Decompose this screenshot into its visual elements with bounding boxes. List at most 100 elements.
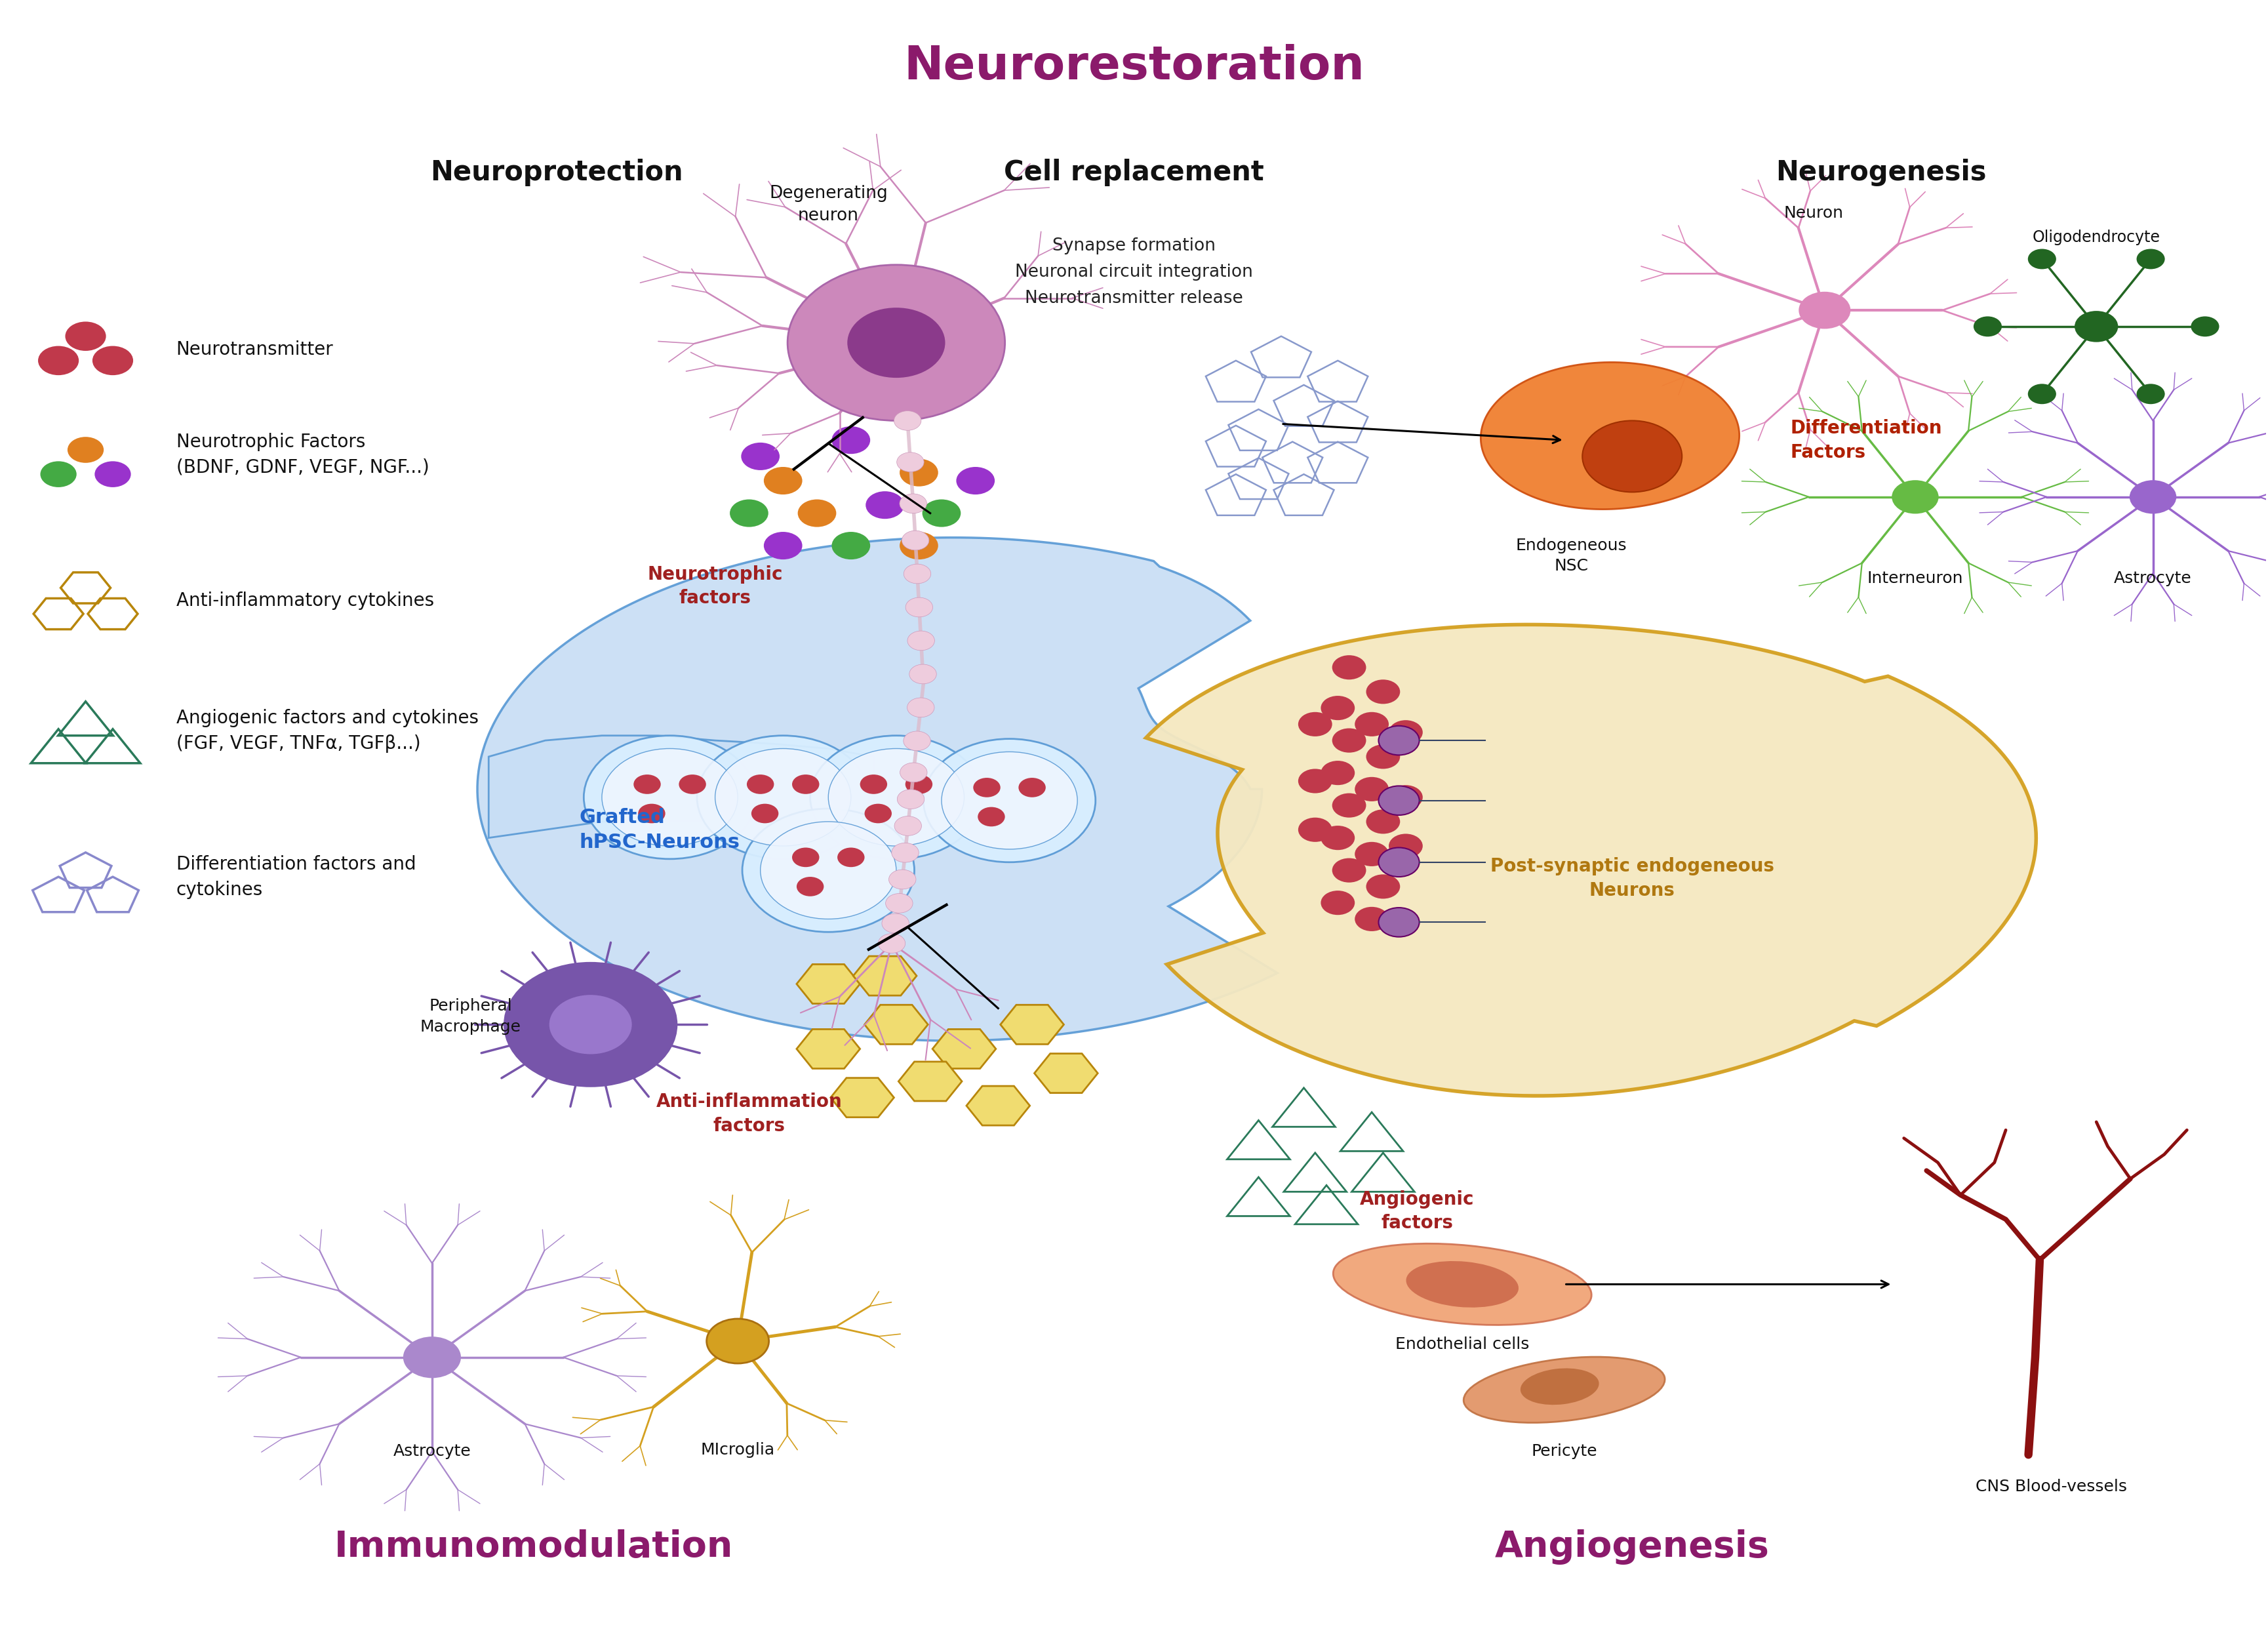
Circle shape xyxy=(894,412,921,431)
Circle shape xyxy=(923,739,1095,862)
Ellipse shape xyxy=(1463,1357,1665,1422)
Text: Astrocyte: Astrocyte xyxy=(392,1443,472,1459)
Circle shape xyxy=(828,748,964,846)
Circle shape xyxy=(764,467,803,495)
Polygon shape xyxy=(830,1079,894,1118)
Circle shape xyxy=(1973,316,2003,337)
Polygon shape xyxy=(1000,1005,1064,1045)
Circle shape xyxy=(760,822,896,919)
Circle shape xyxy=(637,804,665,823)
Circle shape xyxy=(549,996,633,1054)
Circle shape xyxy=(1379,786,1420,815)
Circle shape xyxy=(787,265,1005,421)
Circle shape xyxy=(1365,745,1399,770)
Circle shape xyxy=(1354,778,1388,802)
Circle shape xyxy=(708,1319,769,1363)
Text: Cell replacement: Cell replacement xyxy=(1005,158,1263,185)
Circle shape xyxy=(973,778,1000,797)
Circle shape xyxy=(742,809,914,932)
Polygon shape xyxy=(476,537,1277,1041)
Circle shape xyxy=(860,774,887,794)
Polygon shape xyxy=(1034,1054,1098,1093)
Circle shape xyxy=(2191,316,2218,337)
Circle shape xyxy=(503,963,676,1087)
Circle shape xyxy=(900,532,939,560)
Circle shape xyxy=(68,438,104,462)
Circle shape xyxy=(896,452,923,472)
Text: Angiogenic factors and cytokines
(FGF, VEGF, TNFα, TGFβ...): Angiogenic factors and cytokines (FGF, V… xyxy=(177,709,479,753)
Circle shape xyxy=(832,426,871,454)
Circle shape xyxy=(1331,656,1365,680)
Text: Synapse formation
Neuronal circuit integration
Neurotransmitter release: Synapse formation Neuronal circuit integ… xyxy=(1016,238,1252,308)
Text: Neurotrophic Factors
(BDNF, GDNF, VEGF, NGF...): Neurotrophic Factors (BDNF, GDNF, VEGF, … xyxy=(177,433,429,477)
Polygon shape xyxy=(1481,363,1740,509)
Text: Astrocyte: Astrocyte xyxy=(2114,569,2191,586)
Circle shape xyxy=(810,735,982,859)
Circle shape xyxy=(2028,384,2057,403)
Text: CNS Blood-vessels: CNS Blood-vessels xyxy=(1975,1479,2127,1495)
Circle shape xyxy=(730,499,769,527)
Polygon shape xyxy=(1145,625,2037,1097)
Circle shape xyxy=(1331,794,1365,817)
Circle shape xyxy=(764,532,803,560)
Circle shape xyxy=(1354,906,1388,931)
Circle shape xyxy=(1354,713,1388,737)
Circle shape xyxy=(900,493,928,513)
Circle shape xyxy=(903,731,930,750)
Circle shape xyxy=(957,467,996,495)
Text: Grafted
hPSC-Neurons: Grafted hPSC-Neurons xyxy=(578,807,739,853)
Text: Anti-inflammation
factors: Anti-inflammation factors xyxy=(655,1093,841,1136)
Circle shape xyxy=(746,774,773,794)
Polygon shape xyxy=(796,965,860,1004)
Circle shape xyxy=(1892,480,1939,514)
Text: Neurotrophic
factors: Neurotrophic factors xyxy=(646,565,782,607)
Circle shape xyxy=(848,308,946,377)
Circle shape xyxy=(891,843,919,862)
Circle shape xyxy=(751,804,778,823)
Circle shape xyxy=(894,817,921,836)
Polygon shape xyxy=(796,1030,860,1069)
Ellipse shape xyxy=(1406,1261,1520,1308)
Circle shape xyxy=(66,322,107,351)
Circle shape xyxy=(1354,841,1388,866)
Circle shape xyxy=(1320,761,1354,786)
Circle shape xyxy=(583,735,755,859)
Circle shape xyxy=(2130,480,2177,514)
Circle shape xyxy=(905,597,932,617)
Circle shape xyxy=(1583,421,1683,491)
Circle shape xyxy=(39,347,79,376)
Circle shape xyxy=(1379,726,1420,755)
Circle shape xyxy=(866,491,905,519)
Circle shape xyxy=(1379,848,1420,877)
Circle shape xyxy=(905,774,932,794)
Text: Angiogenesis: Angiogenesis xyxy=(1495,1529,1769,1565)
Circle shape xyxy=(1388,721,1422,745)
Circle shape xyxy=(903,530,930,550)
Circle shape xyxy=(601,748,737,846)
Circle shape xyxy=(1320,890,1354,914)
Circle shape xyxy=(678,774,705,794)
Circle shape xyxy=(1320,825,1354,849)
Circle shape xyxy=(796,877,823,896)
Text: Neuroprotection: Neuroprotection xyxy=(431,158,683,185)
Circle shape xyxy=(864,804,891,823)
Text: Degenerating
neuron: Degenerating neuron xyxy=(769,185,887,225)
Circle shape xyxy=(837,848,864,867)
Circle shape xyxy=(404,1337,460,1378)
Text: Anti-inflammatory cytokines: Anti-inflammatory cytokines xyxy=(177,592,433,610)
Circle shape xyxy=(696,735,869,859)
Circle shape xyxy=(2136,249,2166,268)
Circle shape xyxy=(41,460,77,486)
Text: Immunomodulation: Immunomodulation xyxy=(333,1529,733,1565)
Circle shape xyxy=(1297,770,1331,794)
Circle shape xyxy=(978,807,1005,827)
Circle shape xyxy=(900,459,939,486)
Polygon shape xyxy=(864,1005,928,1045)
Text: Angiogenic
factors: Angiogenic factors xyxy=(1361,1189,1474,1233)
Circle shape xyxy=(923,499,962,527)
Text: Differentiation factors and
cytokines: Differentiation factors and cytokines xyxy=(177,854,415,898)
Circle shape xyxy=(907,631,934,651)
Circle shape xyxy=(1799,291,1851,329)
Circle shape xyxy=(1388,833,1422,857)
Circle shape xyxy=(633,774,660,794)
